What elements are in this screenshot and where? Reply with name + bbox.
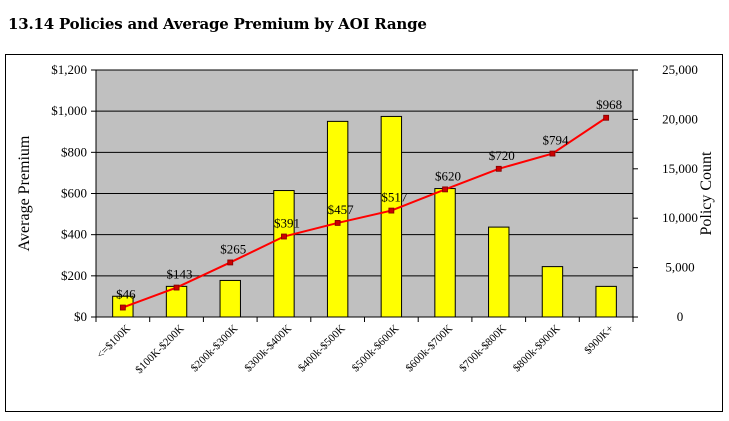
bar xyxy=(542,267,562,317)
y-axis-title: Average Premium xyxy=(16,135,33,251)
x-tick-label: <=$100K xyxy=(95,323,133,361)
y-tick-label: $400 xyxy=(61,227,87,242)
y2-tick-label: 5,000 xyxy=(665,260,694,275)
x-tick-label: $500k-$600K xyxy=(350,323,402,375)
bar xyxy=(435,189,455,317)
x-tick-label: $300k-$400K xyxy=(242,323,294,375)
line-point xyxy=(335,220,340,225)
line-point xyxy=(604,115,609,120)
y-tick-label: $0 xyxy=(74,309,87,324)
data-label: $517 xyxy=(381,190,408,205)
line-point xyxy=(496,166,501,171)
bar xyxy=(274,191,294,317)
y2-tick-label: 0 xyxy=(677,309,684,324)
data-label: $794 xyxy=(542,133,569,148)
bar xyxy=(327,121,347,317)
y-tick-label: $600 xyxy=(61,186,87,201)
y-tick-label: $1,000 xyxy=(51,103,87,118)
y2-tick-label: 10,000 xyxy=(662,210,698,225)
x-tick-label: $400k-$500K xyxy=(296,323,348,375)
data-label: $968 xyxy=(596,97,622,112)
bar xyxy=(381,116,401,317)
line-point xyxy=(443,187,448,192)
y2-axis-title: Policy Count xyxy=(698,151,715,236)
y2-tick-label: 20,000 xyxy=(662,111,698,126)
data-label: $46 xyxy=(116,287,136,302)
data-label: $265 xyxy=(220,241,246,256)
data-label: $620 xyxy=(435,168,461,183)
y-tick-label: $800 xyxy=(61,144,87,159)
line-point xyxy=(228,260,233,265)
data-label: $457 xyxy=(328,202,355,217)
line-point xyxy=(174,285,179,290)
y-tick-label: $1,200 xyxy=(51,62,87,77)
bar xyxy=(220,280,240,317)
x-tick-label: $600k-$700K xyxy=(403,323,455,375)
y2-tick-label: 25,000 xyxy=(662,62,698,77)
bar xyxy=(489,227,509,317)
y2-tick-label: 15,000 xyxy=(662,161,698,176)
x-tick-label: $800k-$900K xyxy=(511,323,563,375)
data-label: $143 xyxy=(167,267,193,282)
x-tick-label: $700k-$800K xyxy=(457,323,509,375)
x-tick-label: $100K-$200K xyxy=(133,323,186,376)
x-tick-label: $200k-$300K xyxy=(189,323,241,375)
data-label: $720 xyxy=(489,148,515,163)
bar xyxy=(596,286,616,317)
line-point xyxy=(120,305,125,310)
line-point xyxy=(550,151,555,156)
line-point xyxy=(389,208,394,213)
x-tick-label: $900K+ xyxy=(582,323,616,357)
y-tick-label: $200 xyxy=(61,268,87,283)
line-point xyxy=(281,234,286,239)
data-label: $391 xyxy=(274,216,300,231)
